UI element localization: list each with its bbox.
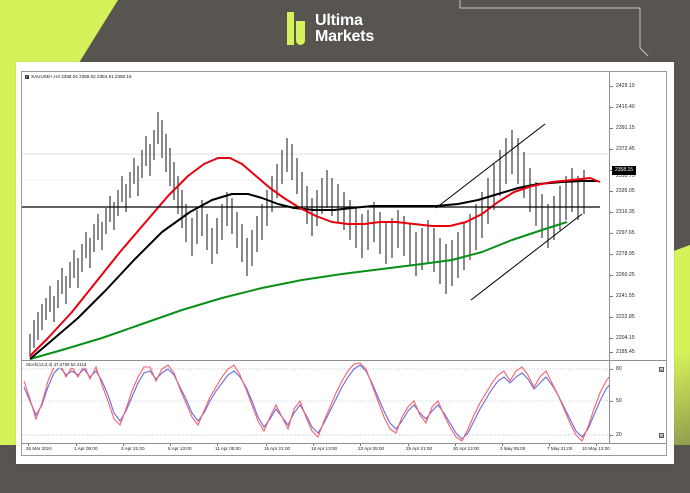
ma-mid-line [29, 180, 597, 360]
trendline-upper [435, 123, 546, 209]
time-label: 7 May 21:00 [547, 446, 573, 451]
time-label: 1 Apr 05:00 [74, 446, 98, 451]
collapse-icon[interactable] [25, 74, 29, 79]
oscillator-plot-area[interactable] [22, 361, 610, 443]
time-axis: 26 Mar 2024 1 Apr 05:00 3 Apr 21:00 8 Ap… [22, 443, 666, 455]
price-label: 2185.45 [616, 349, 635, 355]
price-label: 2316.35 [616, 209, 635, 215]
time-label: 25 Apr 21:00 [406, 446, 433, 451]
time-label: 3 Apr 21:00 [121, 446, 145, 451]
oscillator-scale[interactable]: 80 50 20 [610, 361, 666, 443]
price-pane-header: XAUUSD+,H4 2358.04 2359.02 2354.91 2358.… [25, 73, 132, 80]
current-price-tag: 2358.15 [612, 166, 637, 175]
brand-name-line2: Markets [315, 27, 375, 45]
logo-bar-right-icon [296, 21, 305, 45]
time-label: 15 Apr 21:00 [264, 446, 291, 451]
price-label: 2353.75 [616, 173, 635, 179]
price-label: 2335.05 [616, 188, 635, 194]
price-pane[interactable]: XAUUSD+,H4 2358.04 2359.02 2354.91 2358.… [22, 72, 666, 361]
price-label: 2429.10 [616, 83, 635, 89]
trendline-group [22, 123, 600, 301]
price-label: 2241.55 [616, 293, 635, 299]
ma-slow-line [29, 221, 568, 360]
oscillator-level-label: 20 [616, 432, 622, 438]
price-label: 2260.25 [616, 272, 635, 278]
time-label: 18 Apr 13:00 [311, 446, 338, 451]
oscillator-chart-svg [22, 362, 609, 442]
logo-mark-icon [287, 12, 306, 45]
brand-name-line1: Ultima [315, 11, 363, 29]
oscillator-pane[interactable]: Stoch(13,3,3) 47.4759 52.4113 [22, 361, 666, 443]
price-label: 2297.65 [616, 230, 635, 236]
price-label: 2278.95 [616, 251, 635, 257]
scale-handle-top[interactable] [659, 367, 664, 372]
price-label: 2410.40 [616, 104, 635, 110]
time-label: 11 Apr 05:00 [215, 446, 241, 451]
symbol-ohlc-label: XAUUSD+,H4 2358.04 2359.02 2354.91 2358.… [31, 74, 132, 79]
time-label: 23 Apr 05:00 [358, 446, 385, 451]
brand-logo: Ultima Markets [287, 12, 374, 45]
logo-bar-left-icon [287, 12, 294, 45]
oscillator-level-label: 80 [616, 366, 622, 372]
background-dark-top-right [460, 0, 690, 60]
stoch-d-line [23, 364, 609, 440]
trendline-lower [470, 213, 583, 301]
candlestick-series [29, 112, 585, 357]
price-label: 2372.45 [616, 146, 635, 152]
price-label: 2204.15 [616, 335, 635, 341]
chart-window[interactable]: XAUUSD+,H4 2358.04 2359.02 2354.91 2358.… [21, 71, 667, 456]
stoch-k-line [23, 362, 609, 442]
oscillator-header-label: Stoch(13,3,3) 47.4759 52.4113 [25, 362, 88, 368]
time-label: 30 Apr 13:00 [453, 446, 480, 451]
time-label: 26 Mar 2024 [26, 446, 52, 451]
time-label: 8 Apr 13:00 [168, 446, 192, 451]
oscillator-level-label: 50 [616, 398, 622, 404]
ma-fast-line [29, 157, 601, 357]
chart-card: XAUUSD+,H4 2358.04 2359.02 2354.91 2358.… [16, 62, 674, 464]
price-label: 2391.15 [616, 125, 635, 131]
price-label: 2222.85 [616, 314, 635, 320]
price-chart-svg [22, 112, 609, 360]
time-label: 10 May 13:00 [582, 446, 610, 451]
scale-handle-bottom[interactable] [659, 433, 664, 438]
price-scale[interactable]: 2429.10 2410.40 2391.15 2372.45 2353.75 … [610, 72, 666, 360]
price-plot-area[interactable] [22, 72, 610, 360]
brand-name: Ultima Markets [315, 11, 375, 45]
time-label: 3 May 05:00 [500, 446, 526, 451]
